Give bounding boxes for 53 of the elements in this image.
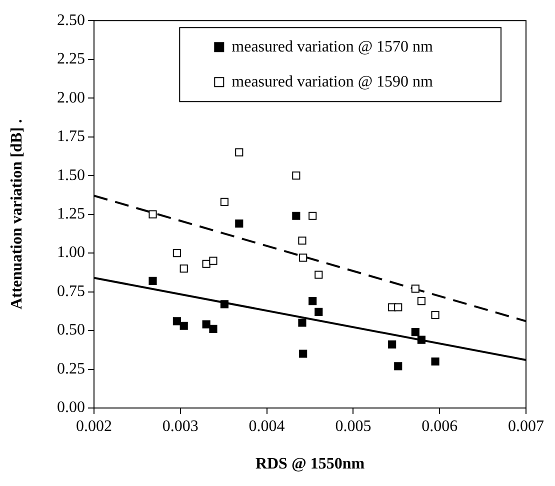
x-tick-label: 0.004 [248,418,285,435]
point [180,322,188,330]
point [431,357,440,366]
point [394,362,402,370]
point [235,220,244,228]
point [417,336,426,344]
y-tick-label: 2.25 [57,50,85,68]
point [235,148,244,156]
point [308,297,317,306]
y-tick-label: 0.00 [57,399,85,416]
point [314,308,323,316]
x-tick-label: 0.003 [162,418,198,435]
point [209,256,218,265]
x-tick-label: 0.002 [76,418,112,435]
x-tick-label: 0.006 [422,418,458,435]
point [308,212,317,220]
legend-label: measured variation @ 1570 nm [232,38,434,56]
point [411,328,420,336]
x-tick-label: 0.005 [335,418,372,435]
point [298,318,306,327]
point [172,249,181,258]
y-axis-title: Attenuation variation [dB] . [8,119,26,310]
point [431,310,440,320]
point [298,236,306,245]
y-tick-label: 1.75 [57,128,85,146]
y-tick-label: 1.25 [57,206,85,223]
point [314,270,323,279]
point [172,317,181,326]
point [148,210,157,218]
point [299,350,308,358]
legend-label: measured variation @ 1590 nm [232,73,434,90]
point [209,324,218,334]
point [299,254,308,262]
point [394,303,402,312]
y-tick-label: 2.00 [57,89,85,106]
y-tick-label: 0.75 [57,282,85,300]
y-tick-label: 2.50 [57,12,85,29]
point [417,297,426,306]
point [220,300,228,308]
x-axis-title: RDS @ 1550nm [255,456,366,473]
point [148,276,157,285]
point [180,264,188,273]
y-tick-label: 1.50 [57,166,85,184]
point [411,284,420,293]
point [388,340,396,348]
x-tick-label: 0.007 [508,418,544,435]
y-tick-label: 0.50 [57,322,85,339]
y-tick-label: 1.00 [57,244,85,262]
point [220,198,228,206]
y-tick-label: 0.25 [57,360,85,378]
point [292,212,300,220]
point [292,172,300,180]
point [202,320,210,328]
